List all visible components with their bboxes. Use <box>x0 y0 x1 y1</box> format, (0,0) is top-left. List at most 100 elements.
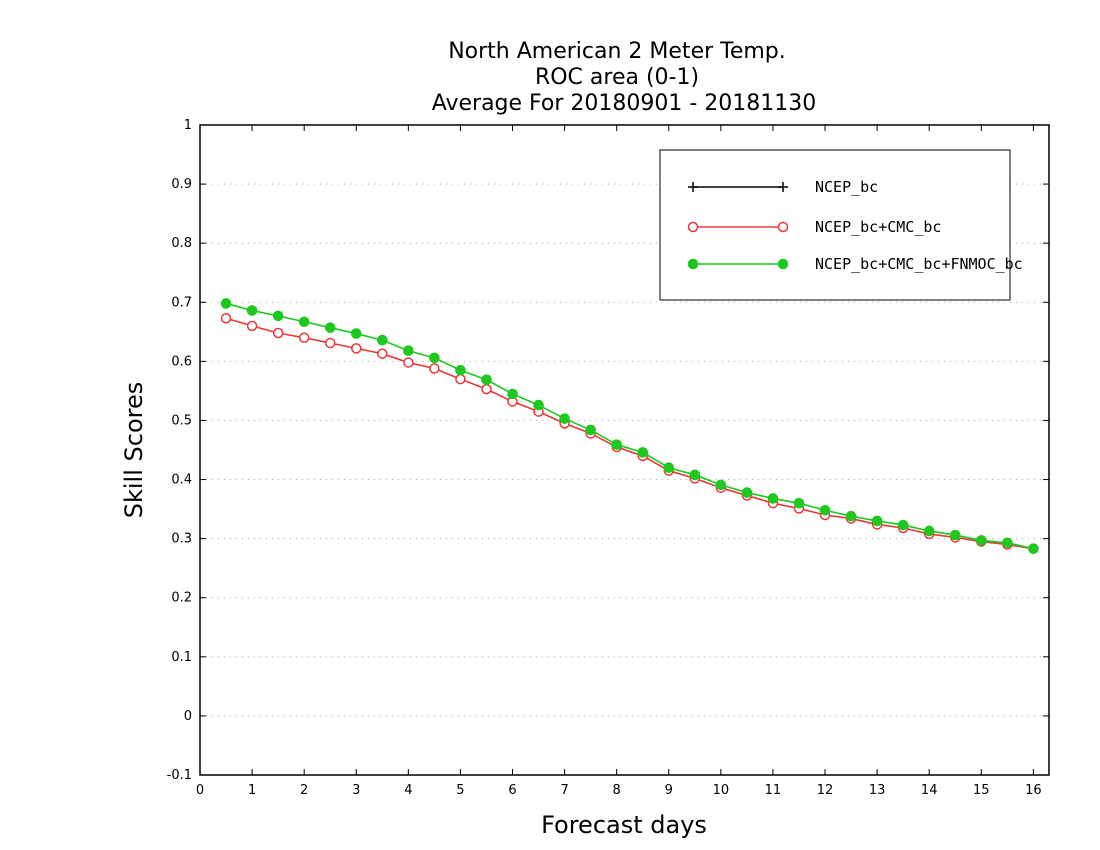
data-point <box>455 364 466 376</box>
data-point <box>1028 543 1039 554</box>
x-tick-label: 14 <box>921 783 938 798</box>
series-line <box>225 317 1034 550</box>
series-line <box>225 302 1034 550</box>
x-tick-label: 16 <box>1025 783 1042 798</box>
data-point <box>1002 537 1013 549</box>
data-point <box>767 493 779 504</box>
title-line-2: ROC area (0-1) <box>535 65 699 90</box>
y-tick-label: 0.4 <box>171 473 192 488</box>
data-point <box>741 487 753 498</box>
legend-item-2: NCEP_bc+CMC_bc <box>687 218 941 236</box>
y-axis-title: Skill Scores <box>120 382 148 519</box>
y-tick-label: 0.2 <box>171 591 192 606</box>
legend-item-1: NCEP_bc <box>688 178 878 196</box>
x-tick-label: 12 <box>817 783 834 798</box>
data-point <box>689 469 701 481</box>
data-point <box>403 357 414 368</box>
legend-marker <box>687 221 699 233</box>
x-tick-label: 15 <box>973 783 990 798</box>
series-3 <box>220 298 1039 554</box>
x-tick-label: 1 <box>248 783 256 798</box>
data-point <box>377 348 388 359</box>
data-point <box>377 334 388 346</box>
legend-box <box>659 149 1011 301</box>
x-tick-label: 8 <box>613 783 621 798</box>
data-point <box>324 322 336 333</box>
data-point <box>845 510 857 522</box>
x-tick-label: 13 <box>869 783 886 798</box>
x-axis-title: Forecast days <box>541 811 707 839</box>
data-point <box>298 332 310 343</box>
legend-label: NCEP_bc+CMC_bc+FNMOC_bc <box>815 255 1023 273</box>
x-tick-label: 0 <box>196 783 204 798</box>
data-point <box>429 363 440 374</box>
data-point <box>819 504 831 516</box>
data-point <box>455 373 466 385</box>
data-point <box>923 525 935 537</box>
data-point <box>350 328 362 339</box>
data-point <box>793 497 805 509</box>
legend-label: NCEP_bc+CMC_bc <box>815 218 941 236</box>
plot-frame <box>199 124 1050 776</box>
data-point <box>585 424 596 436</box>
legend: NCEP_bc NCEP_bc+CMC_bc NCEP_bc+CMC_bc+FNMO… <box>659 149 1023 301</box>
data-point <box>611 439 622 450</box>
data-point <box>220 298 232 309</box>
title-line-1: North American 2 Meter Temp. <box>448 39 786 64</box>
data-point <box>246 305 258 316</box>
x-tick-label: 3 <box>352 783 360 798</box>
x-tick-label: 4 <box>404 783 412 798</box>
y-tick-label: 0.5 <box>171 413 192 428</box>
legend-marker <box>777 221 789 233</box>
data-point <box>949 529 961 541</box>
data-point <box>220 312 232 324</box>
legend-item-3: NCEP_bc+CMC_bc+FNMOC_bc <box>687 255 1023 273</box>
series-layer <box>220 298 1039 554</box>
y-tick-label: 0.8 <box>171 236 192 251</box>
data-point <box>871 515 883 527</box>
chart-title: North American 2 Meter Temp. ROC area (0… <box>432 39 817 116</box>
data-point <box>507 388 518 400</box>
data-point <box>533 399 544 411</box>
data-point <box>246 320 258 332</box>
y-tick-label: 0.1 <box>171 650 192 665</box>
data-point <box>272 310 284 322</box>
axis-ticks: -0.100.10.20.30.40.50.60.70.80.910 1 2 3 4 5 6… <box>167 118 1049 798</box>
x-tick-label: 2 <box>300 783 308 798</box>
data-point <box>975 535 987 546</box>
data-point <box>481 374 492 385</box>
y-tick-label: 1 <box>184 118 192 133</box>
title-line-3: Average For 20180901 - 20181130 <box>432 91 817 116</box>
y-tick-label: 0 <box>184 709 192 724</box>
y-tick-label: 0.3 <box>171 532 192 547</box>
x-tick-label: 9 <box>665 783 673 798</box>
series-2 <box>220 312 1039 554</box>
data-point <box>429 352 440 364</box>
y-tick-label: -0.1 <box>167 768 192 783</box>
x-tick-label: 10 <box>713 783 730 798</box>
legend-label: NCEP_bc <box>815 178 878 196</box>
data-point <box>324 337 336 349</box>
data-point <box>663 462 675 474</box>
legend-marker <box>777 258 789 270</box>
data-point <box>298 316 310 328</box>
data-point <box>351 343 362 354</box>
data-point <box>559 413 570 424</box>
data-point <box>637 447 649 458</box>
y-tick-label: 0.9 <box>171 177 192 192</box>
data-point <box>715 479 727 491</box>
data-point <box>481 383 492 395</box>
data-point <box>897 519 909 531</box>
x-tick-label: 5 <box>456 783 464 798</box>
legend-marker <box>687 258 699 270</box>
x-tick-label: 7 <box>560 783 568 798</box>
legend-marker <box>688 182 698 192</box>
y-tick-label: 0.7 <box>171 295 192 310</box>
x-tick-label: 6 <box>508 783 516 798</box>
x-tick-label: 11 <box>765 783 782 798</box>
data-point <box>403 345 414 357</box>
legend-marker <box>778 182 788 192</box>
y-tick-label: 0.6 <box>171 354 192 369</box>
data-point <box>272 327 284 339</box>
